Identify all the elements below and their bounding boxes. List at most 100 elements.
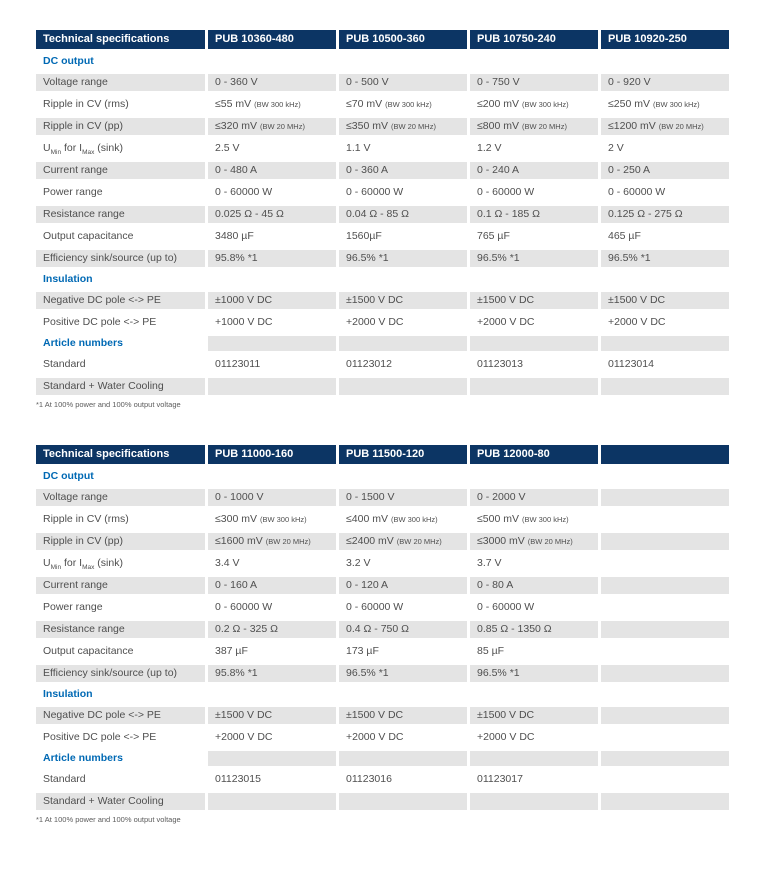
row-label: Ripple in CV (pp) [36, 118, 205, 135]
row-label: Output capacitance [43, 230, 134, 242]
label-text: for I [61, 142, 83, 154]
spec-value [470, 272, 598, 287]
spec-value: 0 - 240 A [470, 162, 598, 179]
spec-value: 0 - 60000 W [470, 599, 598, 616]
label-text: U [43, 557, 51, 569]
spec-value: 0 - 2000 V [470, 489, 598, 506]
spec-value [601, 511, 729, 528]
spec-row: UMin for IMax (sink) 3.4 V 3.2 V 3.7 V [36, 555, 729, 572]
spec-value: 0 - 480 A [208, 162, 336, 179]
spec-value-text: 0 - 60000 W [608, 186, 666, 198]
spec-value-text: 01123013 [477, 358, 523, 370]
spec-value [339, 54, 467, 69]
spec-value [601, 336, 729, 351]
spec-value: +1000 V DC [208, 314, 336, 331]
spec-value-text: 0 - 1500 V [346, 491, 395, 503]
label-subscript: Min [50, 149, 62, 157]
spec-value-text: ≤2400 mV [346, 535, 394, 547]
spec-value: 96.5% *1 [470, 665, 598, 682]
footnote: *1 At 100% power and 100% output voltage [36, 815, 181, 824]
spec-value: 1560µF [339, 228, 467, 245]
spec-value [208, 687, 336, 702]
spec-value-text: ≤70 mV [346, 98, 383, 110]
spec-row: Power range 0 - 60000 W 0 - 60000 W 0 - 600… [36, 184, 729, 201]
spec-value: ≤55 mV (BW 300 kHz) [208, 96, 336, 113]
spec-value: 3.7 V [470, 555, 598, 572]
row-label: Current range [36, 577, 205, 594]
spec-value-text: 0 - 60000 W [477, 186, 535, 198]
column-header-model-2: PUB 10500-360 [339, 30, 467, 49]
spec-value-text: +2000 V DC [477, 316, 535, 328]
spec-value-text: 1.2 V [477, 142, 502, 154]
spec-value: +2000 V DC [339, 314, 467, 331]
spec-value-text: ≤1600 mV [215, 535, 263, 547]
spec-value [601, 599, 729, 616]
spec-row: Standard + Water Cooling [36, 793, 729, 810]
spec-value: 0 - 1500 V [339, 489, 467, 506]
spec-value: ±1500 V DC [601, 292, 729, 309]
spec-value: 0 - 500 V [339, 74, 467, 91]
bandwidth-note: (BW 20 MHz) [521, 122, 567, 131]
spec-value-text: ±1000 V DC [215, 294, 273, 306]
spec-value-text: 0 - 480 A [215, 164, 258, 176]
spec-value: 2 V [601, 140, 729, 157]
spec-value: 0 - 120 A [339, 577, 467, 594]
section-row: Insulation [36, 687, 729, 702]
spec-value-text: ±1500 V DC [215, 709, 273, 721]
spec-value: 1.1 V [339, 140, 467, 157]
spec-value [601, 489, 729, 506]
spec-value-text: +2000 V DC [608, 316, 666, 328]
spec-value-text: 0 - 360 V [215, 76, 258, 88]
spec-value: 01123014 [601, 356, 729, 373]
spec-value-text: ±1500 V DC [346, 709, 404, 721]
spec-value: ≤250 mV (BW 300 kHz) [601, 96, 729, 113]
spec-row: UMin for IMax (sink) 2.5 V 1.1 V 1.2 V 2 V [36, 140, 729, 157]
spec-value [208, 336, 336, 351]
spec-value-text: 0 - 60000 W [215, 186, 273, 198]
row-label: Current range [36, 162, 205, 179]
section-title: Insulation [43, 688, 93, 700]
spec-value: ≤320 mV (BW 20 MHz) [208, 118, 336, 135]
spec-value-text: 0.85 Ω - 1350 Ω [477, 623, 552, 635]
spec-value-text: 95.8% *1 [215, 667, 258, 679]
spec-value [601, 577, 729, 594]
spec-row: Output capacitance 3480 µF 1560µF 765 µF 465… [36, 228, 729, 245]
spec-row: Positive DC pole <-> PE +1000 V DC +2000 V… [36, 314, 729, 331]
spec-value: ±1000 V DC [208, 292, 336, 309]
row-label: Voltage range [36, 74, 205, 91]
spec-value-text: 0 - 60000 W [346, 186, 404, 198]
bandwidth-note: (BW 20 MHz) [658, 122, 704, 131]
spec-value-text: 0 - 60000 W [215, 601, 273, 613]
label-subscript: Max [82, 149, 95, 157]
bandwidth-note: (BW 300 kHz) [254, 100, 301, 109]
spec-value-text: 0 - 500 V [346, 76, 389, 88]
spec-value: 85 µF [470, 643, 598, 660]
spec-value-text: +1000 V DC [215, 316, 273, 328]
spec-value [601, 729, 729, 746]
spec-value-text: 0.1 Ω - 185 Ω [477, 208, 540, 220]
footnote: *1 At 100% power and 100% output voltage [36, 400, 181, 409]
spec-value-text: 0 - 250 A [608, 164, 651, 176]
spec-value-text: 387 µF [215, 645, 248, 657]
row-label: Efficiency sink/source (up to) [36, 665, 205, 682]
spec-value: +2000 V DC [601, 314, 729, 331]
spec-value [601, 469, 729, 484]
spec-row: Ripple in CV (pp) ≤320 mV (BW 20 MHz) ≤350 … [36, 118, 729, 135]
spec-value-text: ≤200 mV [477, 98, 519, 110]
spec-value: 01123011 [208, 356, 336, 373]
section-title: Article numbers [43, 337, 123, 349]
spec-value: 0.04 Ω - 85 Ω [339, 206, 467, 223]
spec-value [470, 336, 598, 351]
spec-row: Efficiency sink/source (up to) 95.8% *1 96… [36, 250, 729, 267]
spec-value-text: 01123015 [215, 773, 261, 785]
bandwidth-note: (BW 20 MHz) [396, 537, 442, 546]
spec-value [601, 751, 729, 766]
spec-value: ≤400 mV (BW 300 kHz) [339, 511, 467, 528]
spec-value: 0 - 60000 W [339, 599, 467, 616]
spec-value [601, 687, 729, 702]
spec-value: 01123016 [339, 771, 467, 788]
section-row: Article numbers [36, 336, 729, 351]
spec-row: Standard 01123011 01123012 01123013 01123014 [36, 356, 729, 373]
row-label: Ripple in CV (pp) [36, 533, 205, 550]
row-label: UMin for IMax (sink) [36, 140, 205, 157]
